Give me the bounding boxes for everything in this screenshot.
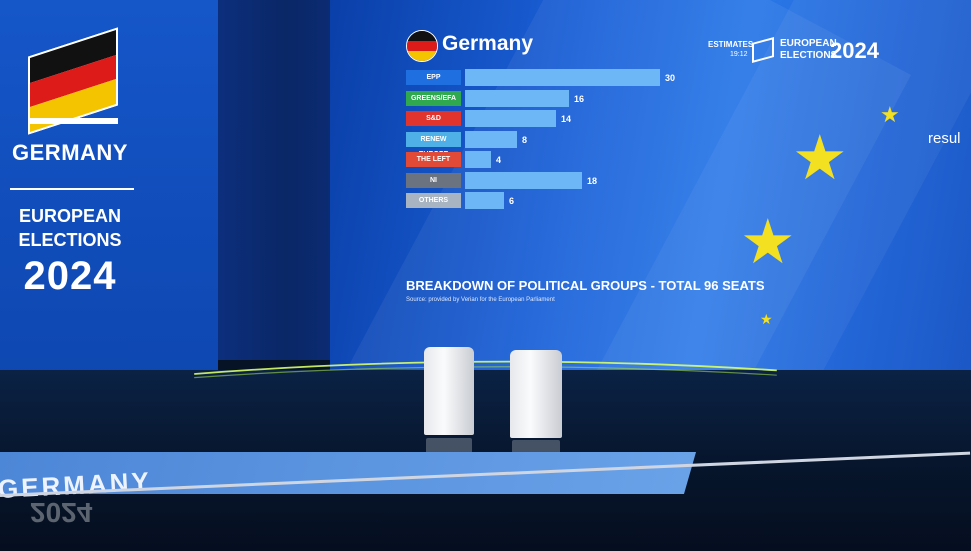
seat-value-label: 30 — [665, 73, 676, 83]
seat-value-label: 16 — [574, 93, 585, 104]
party-label: S&D — [406, 111, 461, 126]
seat-bar — [465, 171, 582, 189]
logo-european: EUROPEAN — [780, 38, 837, 49]
partial-results-text: resul — [928, 130, 961, 147]
eu-star-icon: ★ — [880, 102, 900, 127]
party-label: OTHERS — [406, 193, 461, 208]
seat-bar — [465, 192, 504, 209]
eu-star-icon: ★ — [792, 124, 848, 193]
estimates-time: 19:12 — [730, 51, 748, 58]
seat-value-label: 4 — [496, 155, 502, 165]
party-label: EPP — [406, 70, 461, 85]
germany-flag-icon — [406, 30, 438, 62]
seat-bar — [465, 151, 491, 168]
seat-value-label: 14 — [561, 114, 572, 124]
ballot-box-slot-icon — [30, 118, 118, 124]
party-label: GREENS/EFA — [406, 90, 461, 106]
party-label: RENEW EUROPE — [406, 131, 461, 158]
party-label: THE LEFT — [406, 152, 461, 167]
logo-year: 2024 — [830, 38, 879, 63]
seat-value-label: 8 — [522, 134, 528, 145]
led-light-strip — [194, 360, 777, 379]
white-podium-right — [510, 350, 562, 438]
estimates-label: ESTIMATES — [708, 40, 754, 49]
left-divider — [10, 188, 134, 190]
source-note: Source: provided by Verian for the Europ… — [406, 297, 555, 303]
seat-bar — [465, 89, 569, 107]
left-year: 2024 — [23, 254, 117, 298]
chart-country-title: Germany — [442, 32, 534, 55]
left-elections-label: ELECTIONS — [18, 230, 122, 250]
seat-bar — [465, 130, 517, 148]
left-country-title: GERMANY — [12, 140, 128, 165]
white-podium-left — [424, 347, 474, 435]
seat-value-label: 6 — [509, 196, 515, 206]
reflected-year: 2024 — [30, 497, 93, 528]
eu-star-icon: ★ — [740, 208, 796, 277]
party-label: NI — [406, 172, 461, 188]
seat-value-label: 18 — [587, 175, 598, 186]
left-european-label: EUROPEAN — [18, 206, 121, 226]
eu-star-icon: ★ — [760, 311, 773, 327]
breakdown-title: BREAKDOWN OF POLITICAL GROUPS - TOTAL 96… — [406, 278, 765, 293]
logo-elections: ELECTIONS — [780, 50, 838, 61]
screen-side-panel — [218, 0, 330, 360]
seat-bar — [465, 110, 556, 127]
seat-bar — [465, 69, 660, 86]
